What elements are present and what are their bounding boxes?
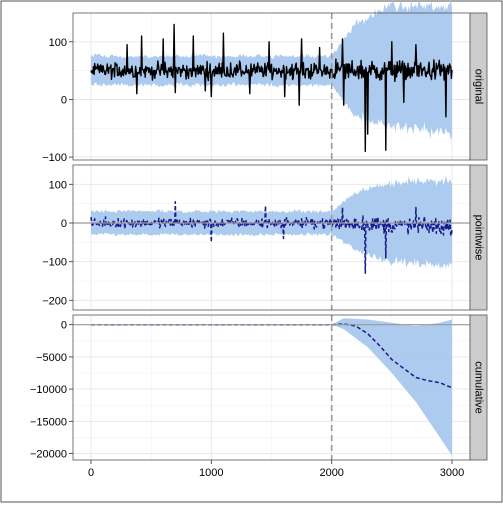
panel-cumulative-ytick-label: −20000 [30, 449, 67, 461]
panel-cumulative-ytick-label: −10000 [30, 384, 67, 396]
xtick-label: 1000 [199, 467, 223, 479]
panel-original-observed-line [90, 23, 453, 153]
panel-cumulative-strip-label: cumulative [473, 361, 485, 414]
panel-cumulative-uncertainty-band [91, 318, 452, 456]
panel-original-ytick-label: 0 [61, 95, 67, 107]
panel-original-strip [469, 12, 488, 161]
xtick-label: 3000 [440, 467, 464, 479]
panel-original-strip-label: original [473, 69, 485, 104]
panel-pointwise-ytick-label: 0 [61, 218, 67, 230]
panel-cumulative-ytick-label: 0 [61, 320, 67, 332]
panel-cumulative-ytick-label: −15000 [30, 416, 67, 428]
panel-original-ytick-label: 100 [49, 37, 67, 49]
panel-pointwise-ytick-label: 100 [49, 179, 67, 191]
xtick-label: 0 [88, 467, 94, 479]
panel-cumulative-ytick-label: −5000 [36, 352, 67, 364]
panel-original-ytick-label: −100 [42, 152, 67, 164]
panel-pointwise-ytick-label: −100 [42, 257, 67, 269]
panel-pointwise-ytick-label: −200 [42, 295, 67, 307]
panel-cumulative-strip [469, 314, 488, 461]
panel-pointwise-effect-line [90, 200, 453, 275]
xtick-label: 2000 [319, 467, 343, 479]
panel-pointwise-strip [469, 164, 488, 311]
panel-pointwise-strip-label: pointwise [473, 215, 485, 261]
